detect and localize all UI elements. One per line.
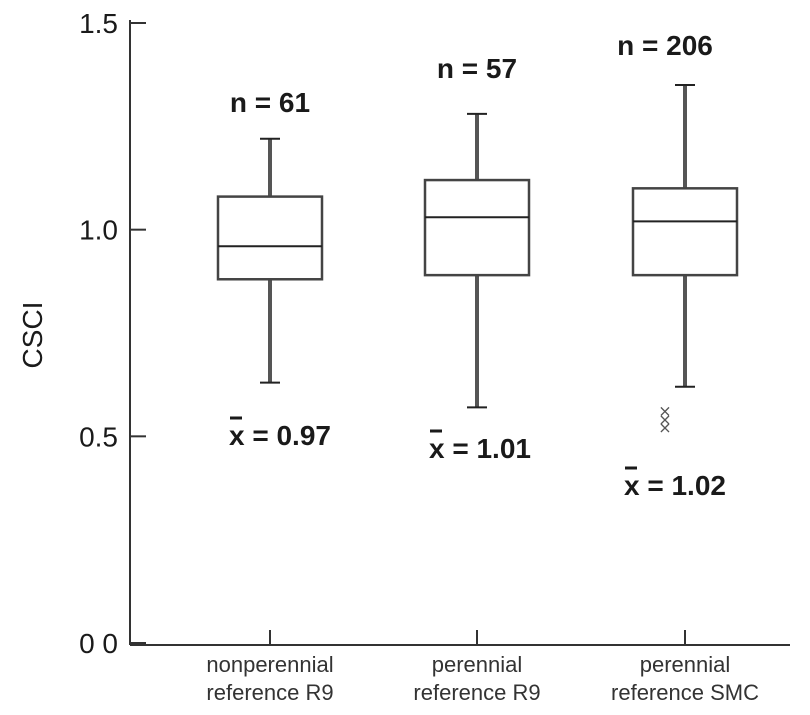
x-category-label-line1: nonperennial [206, 652, 333, 677]
sample-size-label: n = 57 [437, 53, 517, 84]
y-tick-label: 0.5 [79, 421, 118, 452]
outlier-marker: × [658, 410, 671, 429]
outlier-marker: × [658, 418, 671, 437]
x-category-label-line2: reference R9 [413, 680, 540, 705]
y-tick-label: 0 0 [79, 628, 118, 659]
mean-label: x = 1.01 [429, 433, 531, 464]
y-tick-label: 1.5 [79, 8, 118, 39]
interquartile-box [423, 178, 531, 277]
box-plot-series-1: n = 61 x = 0.97 [216, 87, 331, 451]
y-tick-label: 1.0 [79, 215, 118, 246]
sample-size-label: n = 206 [617, 30, 713, 61]
mean-label: x = 0.97 [229, 420, 331, 451]
x-category-label-line2: reference R9 [206, 680, 333, 705]
x-category-label-line2: reference SMC [611, 680, 759, 705]
interquartile-box [216, 195, 324, 281]
box-plot-series-3: ××× n = 206 x = 1.02 [617, 30, 739, 501]
interquartile-box [631, 187, 739, 277]
box-plot-series-2: n = 57 x = 1.01 [423, 53, 531, 464]
x-category-label-line1: perennial [432, 652, 523, 677]
outlier-marker: × [658, 402, 671, 421]
y-axis-label: CSCI [17, 302, 48, 369]
x-category-label-line1: perennial [640, 652, 731, 677]
sample-size-label: n = 61 [230, 87, 310, 118]
mean-label: x = 1.02 [624, 470, 726, 501]
